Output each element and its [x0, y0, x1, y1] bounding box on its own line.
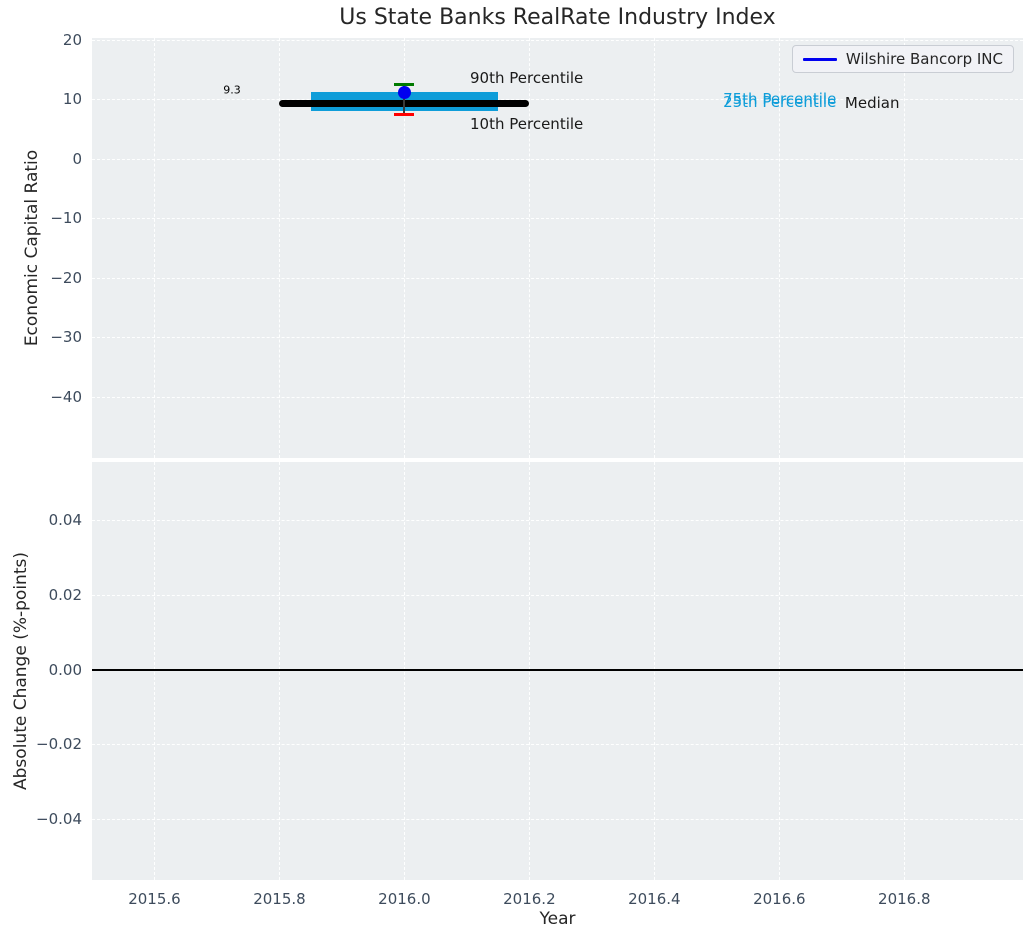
grid-line-horizontal: [92, 819, 1023, 821]
y-tick-label: −0.02: [36, 735, 82, 754]
grid-line-vertical: [154, 38, 156, 458]
chart-title: Us State Banks RealRate Industry Index: [339, 5, 776, 30]
y-tick-label: 20: [62, 30, 82, 49]
y-tick-label: −20: [50, 268, 82, 287]
grid-line-horizontal: [92, 39, 1023, 41]
legend: Wilshire Bancorp INC: [791, 45, 1014, 73]
grid-line-horizontal: [92, 99, 1023, 101]
whisker-line: [403, 84, 406, 115]
y-tick-label: −0.04: [36, 810, 82, 829]
x-tick-label: 2015.8: [253, 890, 306, 908]
y-tick-label: 0.00: [48, 660, 82, 679]
y-tick-label: 10: [62, 90, 82, 109]
grid-line-horizontal: [92, 277, 1023, 279]
y-tick-label: −40: [50, 387, 82, 406]
grid-line-horizontal: [92, 594, 1023, 596]
x-tick-label: 2016.6: [753, 890, 806, 908]
p90-cap: [394, 82, 415, 86]
grid-line-vertical: [529, 38, 531, 458]
legend-label: Wilshire Bancorp INC: [845, 50, 1003, 68]
annotation-25th-percentile: 25th Percentile: [723, 92, 837, 111]
x-tick-label: 2016.0: [378, 890, 431, 908]
x-tick-label: 2016.2: [503, 890, 556, 908]
p10-cap: [394, 112, 415, 116]
legend-line-swatch: [802, 57, 837, 61]
grid-line-horizontal: [92, 396, 1023, 398]
x-axis-label: Year: [539, 909, 576, 929]
annotation-90th-percentile: 90th Percentile: [470, 68, 584, 87]
grid-line-vertical: [779, 462, 781, 880]
top-grid: [92, 38, 1023, 458]
annotation-75th-percentile: 75th Percentile: [723, 89, 837, 108]
grid-line-horizontal: [92, 744, 1023, 746]
grid-line-vertical: [654, 462, 656, 880]
y-tick-label: 0.02: [48, 585, 82, 604]
grid-line-horizontal: [92, 337, 1023, 339]
grid-line-vertical: [154, 462, 156, 880]
grid-line-horizontal: [92, 158, 1023, 160]
y-axis-label-top: Economic Capital Ratio: [22, 149, 42, 347]
grid-line-vertical: [404, 462, 406, 880]
x-tick-label: 2015.6: [128, 890, 181, 908]
company-point: [397, 86, 411, 100]
top-axes: 9.3 90th Percentile 10th Percentile 75th Pe…: [92, 38, 1023, 458]
x-tick-label: 2016.8: [878, 890, 931, 908]
grid-line-vertical: [279, 38, 281, 458]
bottom-axes: [92, 462, 1023, 880]
annotation-median: Median: [844, 93, 900, 112]
grid-line-vertical: [529, 462, 531, 880]
grid-line-horizontal: [92, 519, 1023, 521]
y-tick-label: 0: [72, 149, 82, 168]
y-tick-label: −10: [50, 209, 82, 228]
zero-line: [92, 668, 1023, 671]
x-tick-label: 2016.4: [628, 890, 681, 908]
grid-line-vertical: [904, 38, 906, 458]
annotation-10th-percentile: 10th Percentile: [470, 114, 584, 133]
bottom-grid: [92, 462, 1023, 880]
grid-line-vertical: [654, 38, 656, 458]
annotation-9.3: 9.3: [223, 83, 241, 97]
y-tick-label: −30: [50, 328, 82, 347]
y-tick-label: 0.04: [48, 510, 82, 529]
grid-line-vertical: [779, 38, 781, 458]
grid-line-horizontal: [92, 218, 1023, 220]
grid-line-vertical: [904, 462, 906, 880]
grid-line-vertical: [279, 462, 281, 880]
grid-line-vertical: [404, 38, 406, 458]
